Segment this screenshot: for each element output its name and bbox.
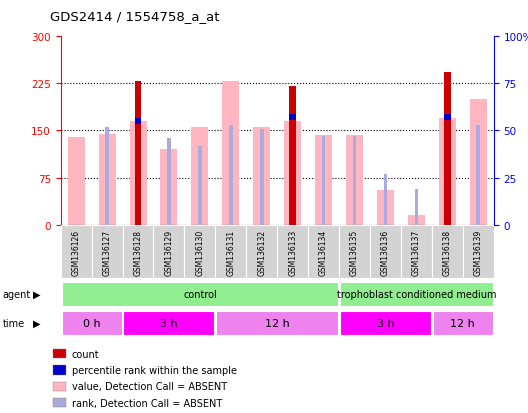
Text: ▶: ▶ — [33, 289, 41, 299]
Text: GSM136132: GSM136132 — [257, 229, 266, 275]
Bar — [129, 122, 147, 225]
Bar — [198, 146, 202, 225]
Text: 3 h: 3 h — [160, 318, 178, 328]
Bar — [260, 129, 263, 225]
Bar — [277, 225, 308, 279]
Text: GSM136127: GSM136127 — [102, 229, 111, 275]
Bar — [433, 311, 493, 335]
Bar — [215, 225, 246, 279]
Text: GSM136126: GSM136126 — [72, 229, 81, 275]
Bar — [289, 115, 296, 121]
Bar — [99, 134, 116, 225]
Bar — [439, 119, 456, 225]
Bar — [229, 126, 233, 225]
Text: count: count — [72, 349, 99, 358]
Bar — [68, 138, 84, 225]
Bar — [444, 73, 451, 225]
Text: GSM136135: GSM136135 — [350, 229, 359, 275]
Bar — [167, 139, 171, 225]
Bar — [122, 225, 154, 279]
Text: 3 h: 3 h — [376, 318, 394, 328]
Bar — [53, 398, 66, 408]
Bar — [105, 127, 109, 225]
Bar — [315, 135, 332, 225]
Bar — [340, 282, 493, 306]
Bar — [401, 225, 432, 279]
Text: value, Detection Call = ABSENT: value, Detection Call = ABSENT — [72, 381, 227, 392]
Bar — [414, 190, 418, 225]
Text: 0 h: 0 h — [83, 318, 100, 328]
Text: rank, Detection Call = ABSENT: rank, Detection Call = ABSENT — [72, 398, 222, 408]
Text: GSM136138: GSM136138 — [443, 229, 452, 275]
Bar — [191, 128, 209, 225]
Bar — [308, 225, 339, 279]
Text: ▶: ▶ — [33, 318, 41, 328]
Text: trophoblast conditioned medium: trophoblast conditioned medium — [337, 289, 496, 299]
Bar — [408, 216, 425, 225]
Bar — [216, 311, 338, 335]
Bar — [53, 349, 66, 358]
Text: GSM136137: GSM136137 — [412, 229, 421, 275]
Bar — [340, 311, 431, 335]
Bar — [61, 225, 92, 279]
Text: 12 h: 12 h — [265, 318, 289, 328]
Bar — [53, 365, 66, 375]
Text: 12 h: 12 h — [450, 318, 475, 328]
Bar — [432, 225, 463, 279]
Text: GSM136133: GSM136133 — [288, 229, 297, 275]
Bar — [370, 225, 401, 279]
Text: time: time — [3, 318, 25, 328]
Text: GDS2414 / 1554758_a_at: GDS2414 / 1554758_a_at — [50, 10, 220, 23]
Bar — [377, 191, 394, 225]
Text: GSM136130: GSM136130 — [195, 229, 204, 275]
Bar — [222, 82, 239, 225]
Bar — [476, 126, 480, 225]
Bar — [339, 225, 370, 279]
Bar — [322, 137, 325, 225]
Bar — [92, 225, 122, 279]
Bar — [62, 311, 121, 335]
Text: GSM136131: GSM136131 — [227, 229, 235, 275]
Bar — [246, 225, 277, 279]
Bar — [346, 135, 363, 225]
Text: GSM136129: GSM136129 — [164, 229, 174, 275]
Bar — [463, 225, 494, 279]
Bar — [135, 119, 142, 125]
Bar — [161, 150, 177, 225]
Bar — [284, 122, 301, 225]
Bar — [289, 87, 296, 225]
Bar — [383, 174, 388, 225]
Text: control: control — [183, 289, 217, 299]
Text: GSM136128: GSM136128 — [134, 229, 143, 275]
Text: GSM136134: GSM136134 — [319, 229, 328, 275]
Bar — [154, 225, 184, 279]
Bar — [135, 82, 142, 225]
Bar — [53, 382, 66, 391]
Bar — [353, 137, 356, 225]
Text: GSM136139: GSM136139 — [474, 229, 483, 275]
Bar — [184, 225, 215, 279]
Text: agent: agent — [3, 289, 31, 299]
Text: percentile rank within the sample: percentile rank within the sample — [72, 365, 237, 375]
Bar — [470, 100, 487, 225]
Bar — [253, 128, 270, 225]
Bar — [62, 282, 338, 306]
Bar — [124, 311, 214, 335]
Bar — [444, 115, 451, 121]
Text: GSM136136: GSM136136 — [381, 229, 390, 275]
